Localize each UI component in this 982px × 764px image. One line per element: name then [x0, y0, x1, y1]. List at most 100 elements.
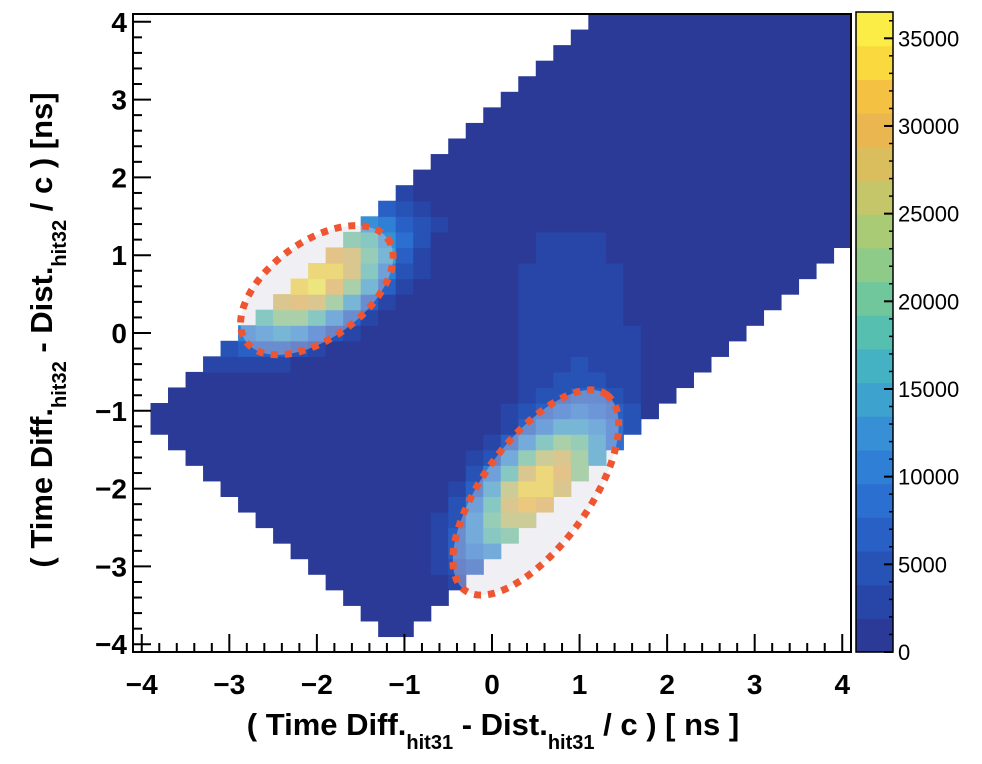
heatmap-bin	[623, 122, 642, 140]
heatmap-bin	[553, 465, 572, 482]
heatmap-bin	[815, 76, 835, 93]
heatmap-bin	[308, 449, 327, 466]
heatmap-bin	[535, 138, 554, 155]
heatmap-bin	[728, 76, 747, 93]
heatmap-bin	[343, 278, 362, 295]
heatmap-bin	[360, 589, 379, 606]
heatmap-bin	[728, 14, 747, 31]
heatmap-bin	[675, 309, 694, 326]
x-tick-label: −3	[213, 669, 245, 700]
heatmap-bin	[360, 605, 379, 622]
heatmap-bin	[815, 45, 835, 62]
heatmap-bin	[308, 262, 327, 280]
heatmap-bin	[343, 262, 362, 280]
heatmap-bin	[343, 231, 362, 249]
heatmap-bin	[360, 262, 379, 280]
heatmap-bin	[798, 122, 817, 140]
heatmap-bin	[378, 340, 397, 357]
heatmap-bin	[780, 231, 800, 249]
heatmap-bin	[570, 356, 589, 373]
heatmap-bin	[570, 231, 589, 249]
heatmap-bin	[518, 480, 537, 497]
heatmap-bin	[745, 294, 765, 311]
heatmap-bin	[343, 247, 362, 264]
heatmap-bin	[395, 185, 414, 202]
heatmap-bin	[483, 122, 502, 140]
heatmap-bin	[588, 371, 607, 389]
heatmap-bin	[413, 294, 432, 311]
heatmap-bin	[623, 200, 642, 217]
heatmap-bin	[710, 107, 730, 124]
heatmap-bin	[570, 418, 589, 435]
heatmap-bin	[798, 107, 817, 124]
heatmap-bin	[570, 294, 589, 311]
heatmap-bin	[640, 45, 659, 62]
heatmap-bin	[728, 107, 747, 124]
heatmap-bin	[378, 309, 397, 326]
heatmap-bin	[395, 434, 414, 451]
heatmap-bin	[798, 231, 817, 249]
heatmap-bin	[798, 185, 817, 202]
heatmap-bin	[290, 465, 309, 482]
heatmap-bin	[395, 480, 414, 497]
heatmap-bin	[605, 262, 624, 280]
heatmap-bin	[728, 169, 747, 186]
y-tick-label: 4	[111, 7, 127, 38]
heatmap-bin	[518, 154, 537, 171]
heatmap-bin	[623, 91, 642, 108]
heatmap-bin	[238, 418, 257, 435]
heatmap-bin	[675, 356, 694, 373]
heatmap-bin	[728, 309, 747, 326]
heatmap-bin	[710, 29, 730, 46]
heatmap-bin	[780, 122, 800, 140]
heatmap-bin	[343, 340, 362, 357]
heatmap-bin	[500, 262, 519, 280]
heatmap-bin	[798, 60, 817, 77]
heatmap-bin	[605, 216, 624, 233]
heatmap-bin	[518, 91, 537, 108]
heatmap-bin	[500, 418, 519, 435]
heatmap-bin	[763, 29, 782, 46]
heatmap-bin	[710, 216, 730, 233]
heatmap-bin	[413, 387, 432, 404]
heatmap-bin	[588, 122, 607, 140]
upper-left-ellipse	[237, 222, 397, 359]
colorbar-segment	[856, 315, 893, 350]
heatmap-bin	[360, 465, 379, 482]
heatmap-bin	[553, 154, 572, 171]
heatmap-bin	[693, 185, 712, 202]
heatmap-bin	[553, 91, 572, 108]
heatmap-bin	[553, 247, 572, 264]
heatmap-bin	[448, 449, 467, 466]
heatmap-bin	[675, 60, 694, 77]
heatmap-bin	[395, 403, 414, 420]
heatmap-bin	[413, 605, 432, 622]
heatmap-bin	[203, 403, 222, 420]
heatmap-bin	[430, 465, 449, 482]
heatmap-bin	[220, 418, 239, 435]
heatmap-bin	[798, 262, 817, 280]
heatmap-bin	[588, 14, 607, 31]
heatmap-bin	[238, 434, 257, 451]
heatmap-bin	[518, 309, 537, 326]
y-tick-labels: −4 −3 −2 −1 0 1 2 3 4	[95, 7, 127, 660]
heatmap-bin	[448, 387, 467, 404]
heatmap-bin	[623, 278, 642, 295]
heatmap-bin	[343, 543, 362, 560]
heatmap-bin	[483, 294, 502, 311]
heatmap-bin	[483, 262, 502, 280]
heatmap-bin	[308, 511, 327, 529]
heatmap-bin	[185, 387, 204, 404]
heatmap-bin	[833, 91, 852, 108]
heatmap-bin	[343, 403, 362, 420]
heatmap-bin	[465, 185, 484, 202]
heatmap-bin	[658, 122, 677, 140]
colorbar-segment	[856, 113, 893, 148]
heatmap-bin	[675, 14, 694, 31]
heatmap-bin	[710, 91, 730, 108]
heatmap-bin	[605, 107, 624, 124]
heatmap-bin	[710, 325, 730, 342]
heatmap-bin	[378, 449, 397, 466]
heatmap-bin	[553, 340, 572, 357]
